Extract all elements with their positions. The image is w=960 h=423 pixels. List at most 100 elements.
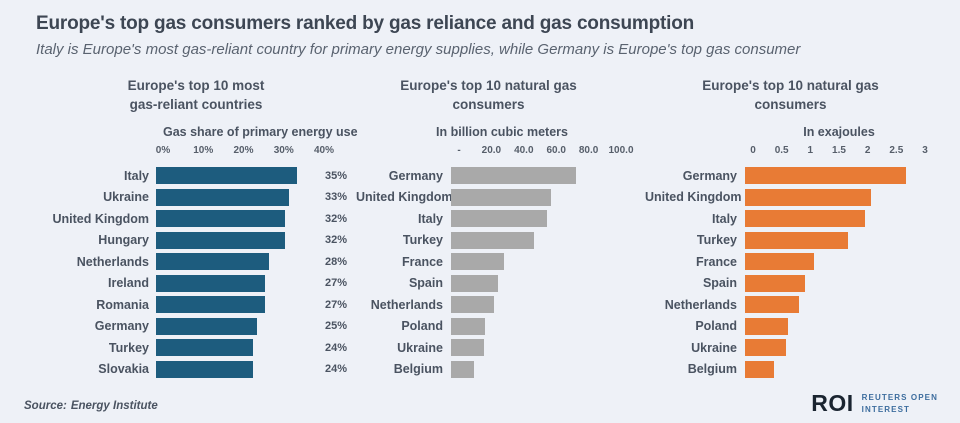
chart-title-line: consumers: [754, 96, 827, 112]
bar-track: [156, 274, 317, 292]
bar-row: Spain: [356, 272, 621, 294]
bar-track: [451, 339, 613, 357]
country-label: Italy: [417, 211, 443, 226]
country-label: Hungary: [98, 233, 149, 248]
bar: [745, 296, 800, 314]
tick-label: 20.0: [481, 144, 502, 156]
country-label: Romania: [96, 297, 149, 312]
page-title: Europe's top gas consumers ranked by gas…: [36, 13, 695, 34]
country-label: Ukraine: [691, 340, 737, 355]
bar-rows: Germany United Kingdom Italy Turkey France Sp…: [645, 165, 936, 380]
charts-row: Europe's top 10 most gas-reliant countri…: [0, 77, 960, 380]
bar-row: Italy 35%: [36, 165, 356, 187]
bar: [745, 167, 906, 185]
bar-track: [745, 231, 917, 249]
axis-area: In billion cubic meters - 20.0 40.0 60.0 80.…: [436, 125, 634, 158]
bar: [451, 296, 494, 314]
roi-logo-line1: REUTERS OPEN: [861, 393, 938, 403]
country-label: Poland: [401, 319, 443, 334]
bar: [156, 188, 289, 206]
bar: [451, 231, 534, 249]
tick-label: 2.5: [889, 144, 904, 156]
bar: [745, 317, 788, 335]
bar-track: [451, 296, 613, 314]
country-label: Poland: [695, 319, 737, 334]
bar-row: Slovakia 24%: [36, 358, 356, 380]
bar-row: Italy: [645, 208, 936, 230]
tick-label: 0: [750, 144, 756, 156]
bar-track: [745, 274, 917, 292]
value-label: 24%: [325, 341, 348, 354]
tick-label: 0%: [155, 144, 171, 156]
chart-gas-consumption-exajoules: Europe's top 10 natural gas consumers In…: [645, 77, 936, 380]
tick-label: 0.5: [774, 144, 789, 156]
tick-label: 40.0: [514, 144, 534, 156]
bar: [451, 253, 505, 271]
bar-track: [745, 360, 917, 378]
country-label: France: [696, 254, 737, 269]
bar: [745, 274, 806, 292]
bar-track: [745, 339, 917, 357]
axis-area: In exajoules 0 0.5 1 1.5 2 2.5 3: [750, 124, 928, 158]
value-label: 32%: [325, 234, 348, 247]
bar-track: [745, 317, 917, 335]
bar-track: [156, 188, 317, 206]
bar: [451, 210, 547, 228]
bar-row: Netherlands: [356, 294, 621, 316]
country-label: Germany: [94, 319, 149, 334]
page-subtitle: Italy is Europe's most gas-reliant count…: [36, 41, 801, 58]
bar-track: [156, 231, 317, 249]
bar-track: [745, 167, 917, 185]
axis-ticks: - 20.0 40.0 60.0 80.0 100.0: [457, 144, 633, 158]
bar-row: Romania 27%: [36, 294, 356, 316]
bar: [745, 210, 866, 228]
bar-row: Netherlands: [645, 294, 936, 316]
axis-area: Gas share of primary energy use 0% 10% 20%…: [156, 125, 358, 158]
header: Europe's top gas consumers ranked by gas…: [0, 0, 960, 58]
country-label: Spain: [408, 276, 443, 291]
bar-row: France: [645, 251, 936, 273]
roi-logo-abbr: ROI: [811, 390, 854, 416]
tick-label: 40%: [313, 144, 335, 156]
bar-track: [451, 274, 613, 292]
value-label: 35%: [325, 169, 348, 182]
bar: [745, 231, 849, 249]
bar-row: United Kingdom 32%: [36, 208, 356, 230]
chart-title-line: Europe's top 10 natural gas: [702, 78, 879, 93]
axis-label: In exajoules: [803, 124, 875, 139]
country-label: Turkey: [696, 233, 737, 248]
bar-track: [745, 210, 917, 228]
country-label: United Kingdom: [645, 190, 742, 205]
chart-gas-consumption-bcm: Europe's top 10 natural gas consumers In…: [356, 77, 634, 380]
roi-logo-wordmark: REUTERS OPEN INTEREST: [862, 392, 938, 414]
bar: [156, 339, 253, 357]
tick-label: 3: [922, 144, 928, 156]
country-label: Turkey: [108, 340, 149, 355]
bar-row: Ireland 27%: [36, 272, 356, 294]
bar: [451, 360, 474, 378]
bar: [451, 188, 552, 206]
chart-title-line: Europe's top 10 most: [127, 78, 265, 93]
bar-track: [156, 360, 317, 378]
source-label: Source:: [24, 400, 67, 412]
bar: [156, 167, 297, 185]
tick-label: 60.0: [546, 144, 566, 156]
tick-label: -: [457, 144, 461, 156]
tick-label: 1: [807, 144, 814, 156]
bar: [451, 167, 576, 185]
bar-row: United Kingdom: [645, 186, 936, 208]
bar: [156, 274, 265, 292]
bar-track: [451, 167, 613, 185]
bar-rows: Germany United Kingdom Italy Turkey France Sp…: [356, 165, 621, 380]
country-label: Netherlands: [370, 297, 443, 312]
bar-track: [745, 253, 917, 271]
country-label: Netherlands: [664, 297, 737, 312]
bar-track: [451, 231, 613, 249]
bar: [156, 253, 269, 271]
bar: [745, 188, 872, 206]
bar-row: France: [356, 251, 621, 273]
bar-rows: Italy 35% Ukraine 33% United Kingdom 32% Hunga…: [36, 165, 356, 380]
chart-title-line: gas-reliant countries: [129, 96, 263, 112]
chart-title: Europe's top 10 natural gas consumers: [645, 77, 936, 115]
